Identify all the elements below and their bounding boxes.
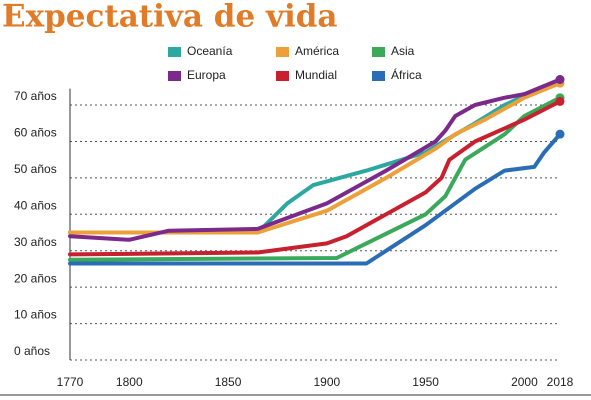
x-tick-label: 1950 bbox=[412, 375, 439, 389]
end-marker bbox=[555, 75, 565, 85]
y-tick-label: 30 años bbox=[14, 235, 57, 249]
series-line bbox=[68, 81, 562, 235]
legend-swatch bbox=[168, 47, 181, 57]
chart-title: Expectativa de vida bbox=[2, 0, 338, 35]
legend-swatch bbox=[168, 71, 181, 81]
legend-swatch bbox=[372, 71, 385, 81]
x-tick-label: 1900 bbox=[314, 375, 341, 389]
x-tick-label: 2000 bbox=[511, 375, 538, 389]
series-line bbox=[68, 99, 562, 257]
legend-swatch bbox=[276, 71, 289, 81]
legend-swatch bbox=[372, 47, 385, 57]
legend-label: Europa bbox=[187, 68, 226, 82]
legend-label: América bbox=[295, 44, 339, 58]
x-tick-label: 1850 bbox=[215, 375, 242, 389]
legend-label: África bbox=[391, 67, 422, 82]
legend-swatch bbox=[276, 47, 289, 57]
x-tick-label: 1770 bbox=[57, 375, 84, 389]
y-tick-label: 40 años bbox=[14, 198, 57, 212]
end-marker bbox=[555, 129, 565, 139]
y-tick-label: 50 años bbox=[14, 162, 57, 176]
y-tick-label: 0 años bbox=[14, 344, 50, 358]
x-tick-label: 1800 bbox=[116, 375, 143, 389]
y-tick-label: 60 años bbox=[14, 126, 57, 140]
series-line bbox=[68, 132, 562, 266]
end-marker bbox=[555, 96, 565, 106]
legend-label: Asia bbox=[391, 44, 415, 58]
series-line bbox=[68, 77, 562, 235]
y-tick-label: 10 años bbox=[14, 308, 57, 322]
y-tick-label: 20 años bbox=[14, 271, 57, 285]
series-line bbox=[68, 77, 562, 242]
legend-label: Mundial bbox=[295, 68, 337, 82]
y-tick-label: 70 años bbox=[14, 89, 57, 103]
legend-label: Oceanía bbox=[187, 44, 233, 58]
x-tick-label: 2018 bbox=[547, 375, 574, 389]
